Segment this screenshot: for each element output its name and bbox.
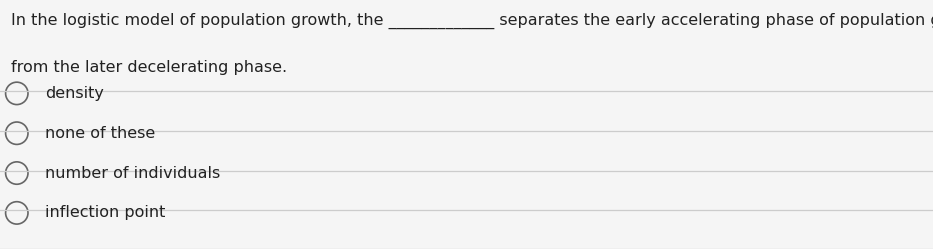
- Text: none of these: none of these: [45, 126, 155, 141]
- Text: inflection point: inflection point: [45, 205, 165, 220]
- Text: from the later decelerating phase.: from the later decelerating phase.: [11, 60, 287, 75]
- Text: density: density: [45, 86, 104, 101]
- Text: In the logistic model of population growth, the _____________ separates the earl: In the logistic model of population grow…: [11, 12, 933, 29]
- Text: number of individuals: number of individuals: [45, 166, 220, 181]
